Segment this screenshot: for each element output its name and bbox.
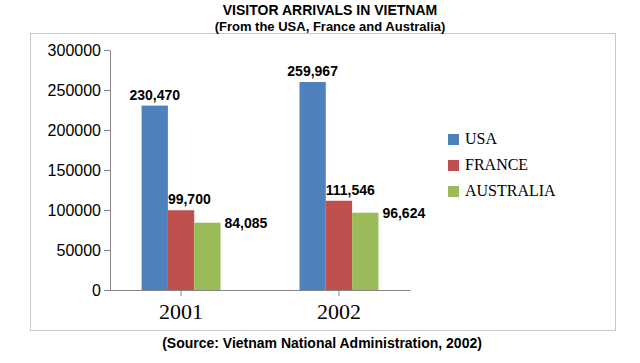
- x-tick: 2002: [317, 290, 361, 324]
- y-tick-label: 50000: [57, 242, 102, 259]
- legend-item: FRANCE: [448, 156, 528, 173]
- y-tick-mark: [104, 90, 110, 91]
- data-labels: 230,470 259,967 99,700 111,546 84,085 96,624: [129, 63, 425, 231]
- x-tick: 2001: [159, 290, 203, 324]
- legend-label: AUSTRALIA: [465, 182, 556, 199]
- y-tick-mark: [104, 130, 110, 131]
- x-tick-label: 2002: [317, 299, 361, 324]
- legend-swatch: [448, 186, 459, 197]
- y-tick: 50000: [57, 242, 111, 259]
- y-tick-mark: [104, 50, 110, 51]
- chart-area: [31, 34, 616, 331]
- subtitle: (From the USA, France and Australia): [215, 19, 446, 34]
- x-axis-line: [111, 290, 411, 291]
- x-tick-label: 2001: [159, 299, 203, 324]
- bar: [352, 213, 378, 290]
- y-tick-mark: [104, 170, 110, 171]
- y-tick: 200000: [48, 122, 110, 139]
- y-tick-label: 0: [92, 282, 101, 299]
- bar: [142, 106, 168, 290]
- x-tick-mark: [181, 290, 182, 296]
- data-label: 96,624: [382, 205, 425, 221]
- bar: [299, 82, 325, 290]
- legend-swatch: [448, 160, 459, 171]
- bar: [168, 210, 194, 290]
- chart: VISITOR ARRIVALS IN VIETNAM(From the USA…: [0, 0, 640, 363]
- y-axis-line: [110, 51, 111, 291]
- title: VISITOR ARRIVALS IN VIETNAM: [223, 2, 437, 18]
- y-tick-label: 200000: [48, 122, 101, 139]
- legend-label: FRANCE: [465, 156, 528, 173]
- x-tick-mark: [338, 290, 339, 296]
- y-tick-mark: [104, 290, 110, 291]
- legend: USA FRANCE AUSTRALIA: [448, 130, 556, 199]
- y-tick: 300000: [48, 42, 110, 59]
- y-axis: 0 50000 100000 150000 200000 250000 300000: [48, 42, 111, 299]
- legend-item: USA: [448, 130, 497, 147]
- y-tick: 150000: [48, 162, 110, 179]
- bars: [142, 82, 379, 290]
- data-label: 84,085: [225, 215, 268, 231]
- y-tick: 100000: [48, 202, 110, 219]
- bar: [326, 201, 352, 290]
- data-label: 99,700: [168, 191, 211, 207]
- legend-swatch: [448, 134, 459, 145]
- data-label: 111,546: [326, 182, 375, 198]
- y-tick: 250000: [48, 82, 110, 99]
- y-tick-mark: [104, 210, 110, 211]
- y-tick-label: 300000: [48, 42, 101, 59]
- y-tick-label: 150000: [48, 162, 101, 179]
- source: (Source: Vietnam National Administration…: [162, 335, 482, 351]
- bar: [194, 223, 220, 290]
- legend-label: USA: [465, 130, 497, 147]
- legend-item: AUSTRALIA: [448, 182, 556, 199]
- data-label: 259,967: [287, 63, 338, 79]
- y-tick-label: 250000: [48, 82, 101, 99]
- y-tick: 0: [92, 282, 110, 299]
- x-axis: 2001 2002: [111, 290, 411, 324]
- data-label: 230,470: [129, 87, 180, 103]
- y-tick-label: 100000: [48, 202, 101, 219]
- y-tick-mark: [104, 250, 110, 251]
